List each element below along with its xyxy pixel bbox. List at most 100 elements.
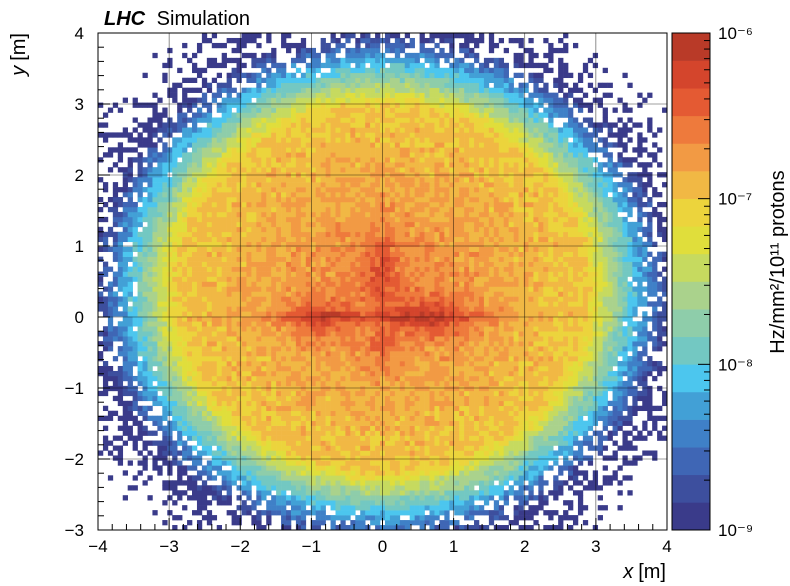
heatmap-cell <box>335 47 341 54</box>
heatmap-cell <box>340 177 346 183</box>
heatmap-cell <box>340 440 346 446</box>
heatmap-cell <box>345 236 351 243</box>
heatmap-cell <box>152 231 158 238</box>
heatmap-cell <box>276 495 282 501</box>
heatmap-cell <box>350 370 356 377</box>
heatmap-cell <box>384 415 391 421</box>
heatmap-cell <box>315 525 321 531</box>
heatmap-cell <box>132 246 138 252</box>
heatmap-cell <box>340 152 346 158</box>
heatmap-cell <box>335 102 341 108</box>
heatmap-cell <box>206 510 213 516</box>
heatmap-cell <box>196 42 203 49</box>
heatmap-cell <box>226 331 232 337</box>
heatmap-cell <box>172 351 178 357</box>
heatmap-cell <box>206 440 213 446</box>
heatmap-cell <box>246 216 252 223</box>
heatmap-cell <box>221 336 227 342</box>
heatmap-cell <box>221 57 227 64</box>
heatmap-cell <box>375 395 381 402</box>
heatmap-cell <box>226 480 232 486</box>
heatmap-cell <box>152 256 158 262</box>
heatmap-cell <box>152 311 158 317</box>
heatmap-cell <box>122 321 128 327</box>
heatmap-cell <box>281 380 287 387</box>
heatmap-cell <box>290 435 297 441</box>
heatmap-cell <box>355 157 361 163</box>
heatmap-cell <box>330 390 336 397</box>
heatmap-cell <box>266 231 272 238</box>
heatmap-cell <box>360 390 366 397</box>
heatmap-cell <box>340 341 346 347</box>
heatmap-cell <box>231 321 237 327</box>
heatmap-cell <box>389 326 396 332</box>
heatmap-cell <box>167 435 173 441</box>
heatmap-cell <box>276 316 282 322</box>
heatmap-cell <box>370 211 376 218</box>
heatmap-cell <box>107 316 114 322</box>
heatmap-cell <box>375 321 381 327</box>
heatmap-cell <box>162 107 168 113</box>
heatmap-cell <box>231 410 237 416</box>
heatmap-cell <box>375 311 381 317</box>
heatmap-cell <box>370 450 376 456</box>
heatmap-cell <box>112 201 119 208</box>
heatmap-cell <box>201 505 208 511</box>
heatmap-cell <box>251 251 257 257</box>
heatmap-cell <box>142 281 148 287</box>
heatmap-cell <box>216 197 222 203</box>
heatmap-cell <box>355 276 361 282</box>
heatmap-cell <box>206 450 213 456</box>
heatmap-cell <box>335 455 341 461</box>
heatmap-cell <box>360 112 366 118</box>
heatmap-cell <box>256 281 262 287</box>
heatmap-cell <box>315 147 321 153</box>
heatmap-cell <box>192 246 198 252</box>
heatmap-cell <box>251 341 257 347</box>
heatmap-cell <box>177 137 183 143</box>
heatmap-cell <box>236 137 242 143</box>
heatmap-cell <box>102 341 109 347</box>
heatmap-cell <box>201 37 208 44</box>
heatmap-cell <box>360 420 366 426</box>
heatmap-cell <box>206 365 213 372</box>
heatmap-cell <box>271 271 277 277</box>
heatmap-cell <box>157 425 163 431</box>
heatmap-cell <box>162 271 168 277</box>
heatmap-cell <box>157 276 163 282</box>
heatmap-cell <box>281 361 287 367</box>
heatmap-cell <box>256 276 262 282</box>
heatmap-cell <box>300 182 307 188</box>
heatmap-cell <box>281 400 287 407</box>
heatmap-cell <box>389 92 396 98</box>
heatmap-cell <box>142 137 148 143</box>
heatmap-cell <box>221 475 227 481</box>
heatmap-cell <box>384 77 391 83</box>
heatmap-cell <box>266 157 272 163</box>
heatmap-cell <box>360 197 366 203</box>
heatmap-cell <box>221 346 227 352</box>
heatmap-cell <box>370 107 376 113</box>
heatmap-cell <box>177 162 183 168</box>
heatmap-cell <box>211 440 218 446</box>
heatmap-cell <box>167 341 173 347</box>
heatmap-cell <box>236 326 242 332</box>
heatmap-cell <box>122 385 128 392</box>
heatmap-cell <box>261 127 267 133</box>
heatmap-cell <box>365 385 371 392</box>
heatmap-cell <box>330 256 336 262</box>
heatmap-cell <box>152 197 158 203</box>
heatmap-cell <box>360 251 366 257</box>
heatmap-cell <box>384 157 391 163</box>
heatmap-cell <box>290 475 297 481</box>
heatmap-cell <box>345 405 351 412</box>
heatmap-cell <box>286 326 292 332</box>
heatmap-cell <box>365 152 371 158</box>
heatmap-cell <box>216 430 222 436</box>
heatmap-cell <box>305 385 312 392</box>
heatmap-cell <box>375 251 381 257</box>
heatmap-cell <box>256 167 262 173</box>
heatmap-cell <box>290 226 297 233</box>
heatmap-cell <box>266 346 272 352</box>
heatmap-cell <box>375 221 381 228</box>
